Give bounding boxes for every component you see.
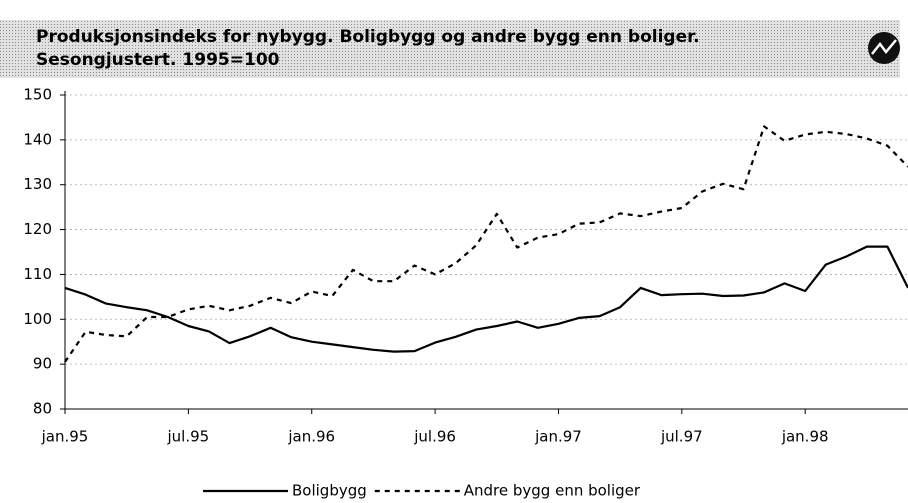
x-tick-label: jul.97 xyxy=(660,428,703,446)
logo xyxy=(868,32,900,64)
y-tick-label: 80 xyxy=(33,400,52,418)
y-tick-label: 130 xyxy=(23,175,52,193)
x-tick-label: jan.97 xyxy=(534,428,582,446)
legend-label: Boligbygg xyxy=(292,482,367,500)
y-tick-label: 120 xyxy=(23,220,52,238)
legend-label: Andre bygg enn boliger xyxy=(464,482,641,500)
title-banner xyxy=(0,20,900,78)
y-tick-label: 100 xyxy=(23,310,52,328)
x-tick-label: jan.98 xyxy=(781,428,829,446)
chart-subtitle: Sesongjustert. 1995=100 xyxy=(36,50,280,70)
x-tick-label: jan.96 xyxy=(287,428,335,446)
y-tick-label: 140 xyxy=(23,130,52,148)
x-tick-label: jan.95 xyxy=(41,428,89,446)
x-tick-label: jul.96 xyxy=(413,428,456,446)
y-tick-label: 110 xyxy=(23,265,52,283)
x-tick-label: jul.95 xyxy=(167,428,210,446)
y-tick-label: 90 xyxy=(33,355,52,373)
series-line xyxy=(64,125,908,363)
chart-title: Produksjonsindeks for nybygg. Boligbygg … xyxy=(36,27,700,47)
y-tick-label: 150 xyxy=(23,86,52,104)
series-line xyxy=(64,245,908,353)
